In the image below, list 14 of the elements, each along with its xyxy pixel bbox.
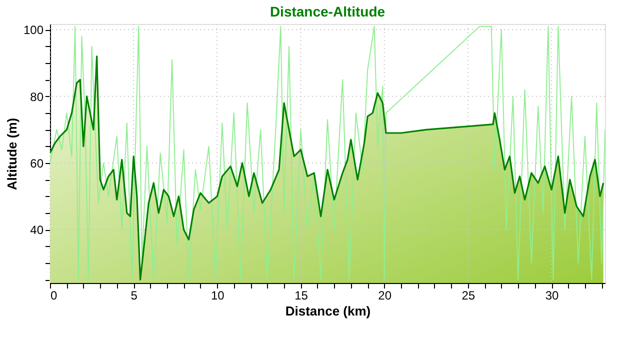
y-tick-label: 40	[30, 223, 44, 238]
x-tick-label: 20	[378, 288, 392, 302]
x-tick-label: 15	[294, 288, 308, 302]
y-tick-label: 100	[23, 23, 44, 38]
chart-title: Distance-Altitude	[270, 4, 386, 20]
y-tick-label: 60	[30, 156, 44, 170]
x-tick-label: 25	[462, 288, 476, 302]
y-tick-label: 80	[30, 90, 44, 104]
x-tick-label: 0	[50, 288, 58, 302]
y-axis-title: Altitude (m)	[4, 118, 20, 190]
x-tick-label: 30	[545, 288, 559, 302]
x-tick-label: 5	[130, 288, 138, 302]
x-tick-label: 10	[210, 288, 225, 302]
x-axis-title: Distance (km)	[285, 304, 371, 318]
